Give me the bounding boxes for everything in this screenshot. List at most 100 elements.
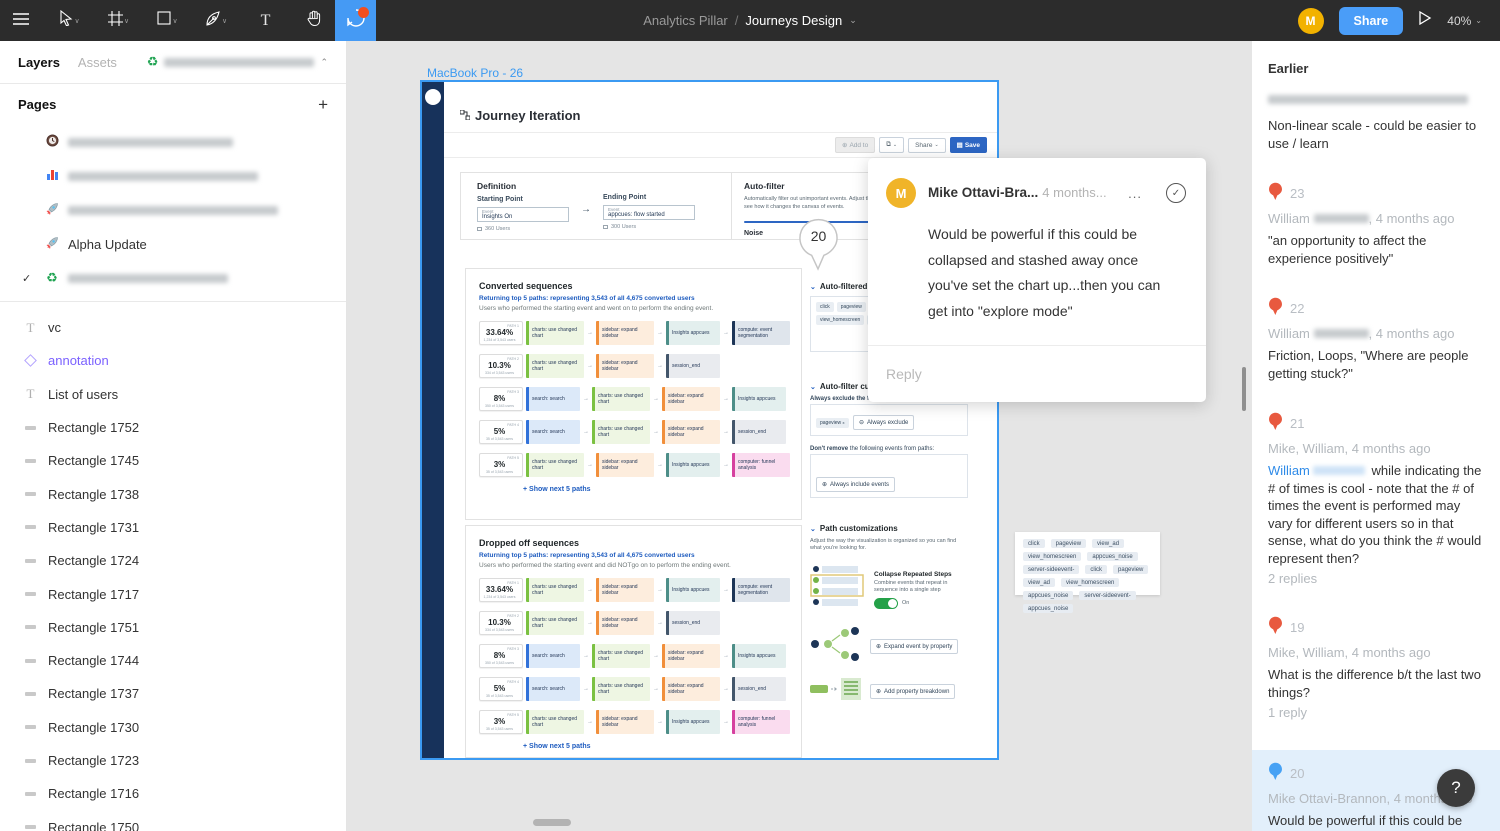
event-chip[interactable]: charts: use changed chart <box>526 453 584 477</box>
event-chip[interactable]: compute: event segmentation <box>732 578 790 602</box>
layer-item[interactable]: Rectangle 1717 <box>0 577 346 610</box>
vertical-scrollbar[interactable] <box>1242 367 1246 411</box>
layer-item[interactable]: Rectangle 1716 <box>0 777 346 810</box>
event-chip[interactable]: server-sideevent- <box>1079 591 1136 600</box>
canvas[interactable]: MacBook Pro - 26 Journey Iteration ⊕ Add … <box>347 41 1252 831</box>
always-include-button[interactable]: ⊕ Always include events <box>816 477 896 492</box>
chevron-down-icon[interactable]: ⌄ <box>849 15 857 25</box>
event-chip[interactable]: session_end <box>666 354 720 378</box>
filtered-event-chip[interactable]: pageview <box>836 302 866 312</box>
layer-item[interactable]: Rectangle 1737 <box>0 677 346 710</box>
event-chip[interactable]: sidebar: expand sidebar <box>596 611 654 635</box>
event-chip[interactable]: pageview <box>1050 539 1087 548</box>
page-item[interactable]: ✓ ♻ <box>0 261 346 295</box>
event-chip[interactable]: click <box>1023 539 1045 548</box>
chevron-down-icon[interactable]: ⌄ <box>810 384 816 391</box>
pen-tool[interactable]: ∨ <box>196 0 237 41</box>
comment-thread[interactable]: Non-linear scale - could be easier to us… <box>1268 92 1484 152</box>
event-chip[interactable]: search: search <box>526 420 580 444</box>
chevron-down-icon[interactable]: ⌄ <box>810 526 816 533</box>
mention-link[interactable]: William <box>1268 463 1310 478</box>
event-chip[interactable]: sidebar: expand sidebar <box>662 387 720 411</box>
design-share-button[interactable]: Share ⌄ <box>908 137 946 153</box>
event-chip[interactable]: pageview <box>1113 565 1149 574</box>
event-chip[interactable]: compute: event segmentation <box>732 321 790 345</box>
main-menu-button[interactable] <box>0 0 41 41</box>
add-page-button[interactable]: + <box>318 94 328 114</box>
comment-thread[interactable]: 22 William , 4 months ago Friction, Loops,… <box>1268 297 1484 382</box>
layer-item[interactable]: Rectangle 1752 <box>0 411 346 444</box>
page-item[interactable]: Alpha Update <box>0 227 346 261</box>
page-item[interactable] <box>0 193 346 227</box>
event-chip[interactable]: search: search <box>526 387 580 411</box>
comment-thread[interactable]: 23 William , 4 months ago "an opportunity … <box>1268 182 1484 267</box>
event-chip[interactable]: charts: use changed chart <box>592 420 650 444</box>
comment-thread[interactable]: 19 Mike, William, 4 months ago What is the… <box>1268 616 1484 720</box>
add-to-button[interactable]: ⊕ Add to <box>834 137 876 153</box>
event-chip[interactable]: view_homescreen <box>1023 552 1082 561</box>
layer-item[interactable]: Rectangle 1751 <box>0 611 346 644</box>
event-chip[interactable]: Insights appcues <box>666 321 720 345</box>
filtered-event-chip[interactable]: click <box>816 302 834 312</box>
event-chip[interactable]: charts: use changed chart <box>592 387 650 411</box>
event-chip[interactable]: view_ad <box>1023 578 1056 587</box>
text-tool[interactable]: T <box>245 0 286 41</box>
page-item[interactable] <box>0 159 346 193</box>
thread-replies-count[interactable]: 2 replies <box>1268 571 1318 586</box>
zoom-control[interactable]: 40% ⌄ <box>1447 14 1482 28</box>
comment-thread[interactable]: 21 Mike, William, 4 months ago William whi… <box>1268 412 1484 586</box>
event-chip[interactable]: charts: use changed chart <box>592 677 650 701</box>
comment-tool[interactable] <box>335 0 376 41</box>
help-button[interactable]: ? <box>1437 769 1475 807</box>
move-tool[interactable]: ∨ <box>49 0 90 41</box>
breadcrumb-file[interactable]: Journeys Design <box>745 13 843 28</box>
event-chip[interactable]: sidebar: expand sidebar <box>596 453 654 477</box>
layer-item[interactable]: Rectangle 1745 <box>0 444 346 477</box>
frame-tool[interactable]: ∨ <box>98 0 139 41</box>
reply-input[interactable]: Reply <box>868 345 1206 402</box>
layer-item[interactable]: Rectangle 1730 <box>0 711 346 744</box>
event-chip[interactable]: search: search <box>526 644 580 668</box>
layer-item[interactable]: Rectangle 1738 <box>0 477 346 510</box>
event-chip[interactable]: sidebar: expand sidebar <box>662 677 720 701</box>
event-chip[interactable]: Insights appcues <box>732 387 786 411</box>
always-exclude-button[interactable]: ⊖ Always exclude <box>852 415 915 430</box>
event-chip[interactable]: view_homescreen <box>1061 578 1120 587</box>
show-next-paths-link[interactable]: + Show next 5 paths <box>523 486 591 493</box>
event-chip[interactable]: sidebar: expand sidebar <box>596 321 654 345</box>
event-chip[interactable]: charts: use changed chart <box>526 710 584 734</box>
chevron-down-icon[interactable]: ⌄ <box>810 284 816 291</box>
shape-tool[interactable]: ∨ <box>147 0 188 41</box>
hand-tool[interactable] <box>294 0 335 41</box>
filtered-event-chip[interactable]: view_homescreen <box>816 315 865 325</box>
layer-item[interactable]: Rectangle 1724 <box>0 544 346 577</box>
event-chip[interactable]: session_end <box>666 611 720 635</box>
excluded-event-chip[interactable]: pageview x <box>816 418 849 428</box>
ending-event-input[interactable]: Event appcues: flow started <box>603 205 695 220</box>
event-chip[interactable]: session_end <box>732 677 786 701</box>
event-chip[interactable]: appcues_noise <box>1023 604 1074 613</box>
tab-layers[interactable]: Layers <box>18 54 60 70</box>
close-icon[interactable]: x <box>842 420 845 425</box>
event-chip[interactable]: charts: use changed chart <box>526 611 584 635</box>
event-chip[interactable]: sidebar: expand sidebar <box>662 644 720 668</box>
add-property-breakdown-button[interactable]: ⊕ Add property breakdown <box>870 684 956 699</box>
event-chip[interactable]: Insights appcues <box>666 710 720 734</box>
event-chip[interactable]: session_end <box>732 420 786 444</box>
page-item[interactable] <box>0 125 346 159</box>
event-chip[interactable]: sidebar: expand sidebar <box>596 354 654 378</box>
event-chip[interactable]: Insights appcues <box>666 578 720 602</box>
save-button[interactable]: ▤ Save <box>949 137 987 153</box>
thread-replies-count[interactable]: 1 reply <box>1268 705 1308 720</box>
event-chip[interactable]: server-sideevent- <box>1023 565 1080 574</box>
event-chip[interactable]: sidebar: expand sidebar <box>596 578 654 602</box>
starting-event-input[interactable]: Event Insights On <box>477 207 569 222</box>
layer-item[interactable]: Rectangle 1723 <box>0 744 346 777</box>
horizontal-scrollbar[interactable] <box>533 819 571 826</box>
expand-event-button[interactable]: ⊕ Expand event by property <box>870 639 959 654</box>
event-chip[interactable]: sidebar: expand sidebar <box>662 420 720 444</box>
user-avatar[interactable]: M <box>1297 7 1324 34</box>
collapse-toggle[interactable] <box>874 597 898 609</box>
layer-item[interactable]: Rectangle 1744 <box>0 644 346 677</box>
